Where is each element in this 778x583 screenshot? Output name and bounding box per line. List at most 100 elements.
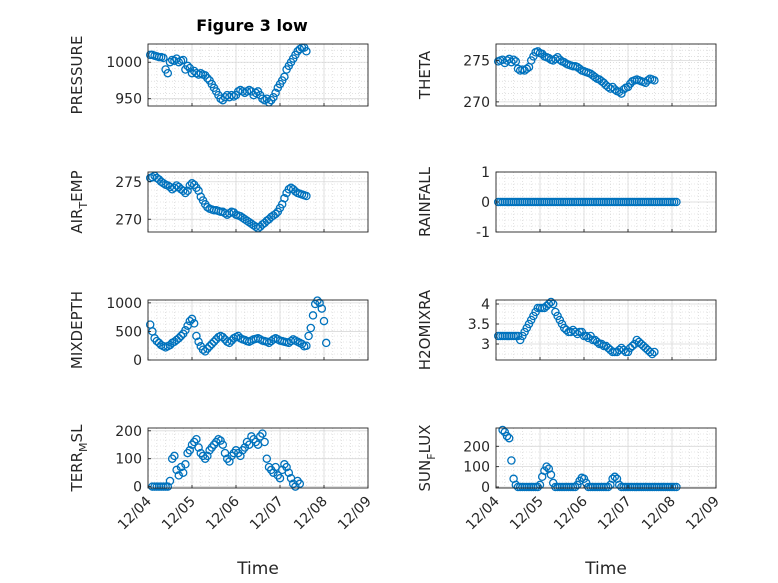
data-point [165, 476, 175, 486]
grid [147, 428, 369, 488]
data-point [269, 468, 278, 477]
data-point [225, 457, 234, 466]
data-point [262, 454, 272, 463]
y-axis-label: H2OMIXRA [416, 289, 434, 370]
data-point [174, 471, 184, 480]
data-point [207, 339, 217, 349]
axes-box [495, 427, 717, 489]
data-point [304, 331, 313, 341]
panel-8: 0 100 200 12/04 12/05 12/06 12/07 12/08 12/09 SUN… [416, 425, 723, 579]
x-tick-label: 12/08 [639, 494, 679, 534]
y-tick-label: -1 [476, 225, 490, 241]
y-tick-label: 270 [463, 95, 490, 111]
data-point [282, 462, 291, 472]
y-tick-label: 100 [115, 452, 142, 468]
data-point [540, 466, 549, 475]
grid [495, 44, 717, 106]
data-point [575, 64, 584, 74]
y-tick-label: 1 [481, 165, 490, 181]
grid [495, 428, 717, 488]
x-tick-label: 12/07 [595, 494, 635, 534]
data-point [214, 434, 223, 444]
y-tick-label: 100 [463, 460, 490, 476]
x-tick-label: 12/07 [247, 494, 287, 534]
x-tick-label: 12/09 [683, 494, 723, 534]
data-point [218, 440, 228, 449]
y-tick-label: 270 [115, 212, 142, 228]
data-point [535, 480, 545, 490]
y-tick-label: 3.5 [468, 317, 490, 333]
data-point [319, 316, 329, 326]
data-point [181, 188, 190, 198]
data-point [165, 57, 175, 67]
panel-5: 0 500 1000 MIXDEPTH [68, 291, 369, 369]
y-axis-label: THETA [416, 50, 434, 100]
data-series [498, 425, 681, 492]
y-axis-label: SUNFLUX [416, 425, 438, 492]
data-point [203, 451, 212, 461]
data-point [542, 462, 551, 471]
data-point [229, 92, 239, 101]
panel-3: 270 275 AIRTEMP [68, 170, 369, 234]
data-point [592, 337, 602, 347]
data-point [260, 437, 269, 447]
data-point [242, 87, 252, 96]
data-point [176, 331, 186, 341]
data-point [509, 55, 518, 64]
grid [147, 44, 369, 106]
data-point [178, 186, 188, 196]
x-tick-label: 12/05 [507, 494, 547, 534]
data-point [498, 425, 507, 435]
data-point [170, 451, 179, 461]
data-point [192, 331, 201, 341]
y-tick-label: 200 [463, 439, 490, 455]
x-tick-label: 12/06 [551, 493, 591, 533]
data-point [203, 344, 212, 353]
y-tick-label: 3 [481, 337, 490, 353]
data-point [194, 443, 203, 452]
data-point [205, 342, 214, 351]
y-axis-label: PRESSURE [68, 36, 86, 115]
data-point [546, 297, 556, 307]
x-tick-label: 12/08 [291, 494, 331, 534]
data-point [174, 57, 184, 67]
panel-4: -1 0 1 RAINFALL [416, 165, 717, 241]
data-point [271, 88, 280, 98]
data-point [597, 339, 606, 349]
data-point [603, 482, 613, 492]
y-tick-label: 1000 [106, 296, 142, 312]
data-point [251, 88, 261, 98]
data-point [216, 436, 225, 445]
data-point [176, 462, 186, 472]
data-point [546, 470, 556, 480]
y-tick-label: 0 [481, 480, 490, 496]
data-point [645, 347, 655, 357]
data-point [617, 89, 626, 98]
panel-7: 0 100 200 12/04 12/05 12/06 12/07 12/08 12/09 TER… [68, 424, 375, 579]
data-point [581, 331, 591, 341]
data-point [511, 57, 521, 66]
data-point [258, 429, 267, 438]
y-tick-label: 950 [115, 92, 142, 108]
data-series [493, 47, 659, 98]
x-tick-label: 12/04 [115, 493, 155, 533]
data-point [192, 434, 201, 444]
data-point [183, 186, 192, 196]
data-point [280, 194, 289, 203]
data-point [163, 68, 173, 78]
data-point [181, 460, 190, 469]
data-point [251, 437, 261, 447]
figure-title: Figure 3 low [196, 16, 308, 35]
data-point [302, 341, 311, 350]
y-axis-label: MIXDEPTH [68, 291, 86, 369]
data-point [236, 451, 245, 461]
data-point [189, 319, 199, 328]
data-point [302, 47, 311, 56]
data-point [317, 304, 327, 313]
data-series [145, 43, 311, 107]
data-point [628, 341, 637, 351]
data-point [258, 94, 267, 103]
x-tick-label: 12/09 [335, 494, 375, 534]
panel-6: 3 3.5 4 H2OMIXRA [416, 289, 717, 370]
